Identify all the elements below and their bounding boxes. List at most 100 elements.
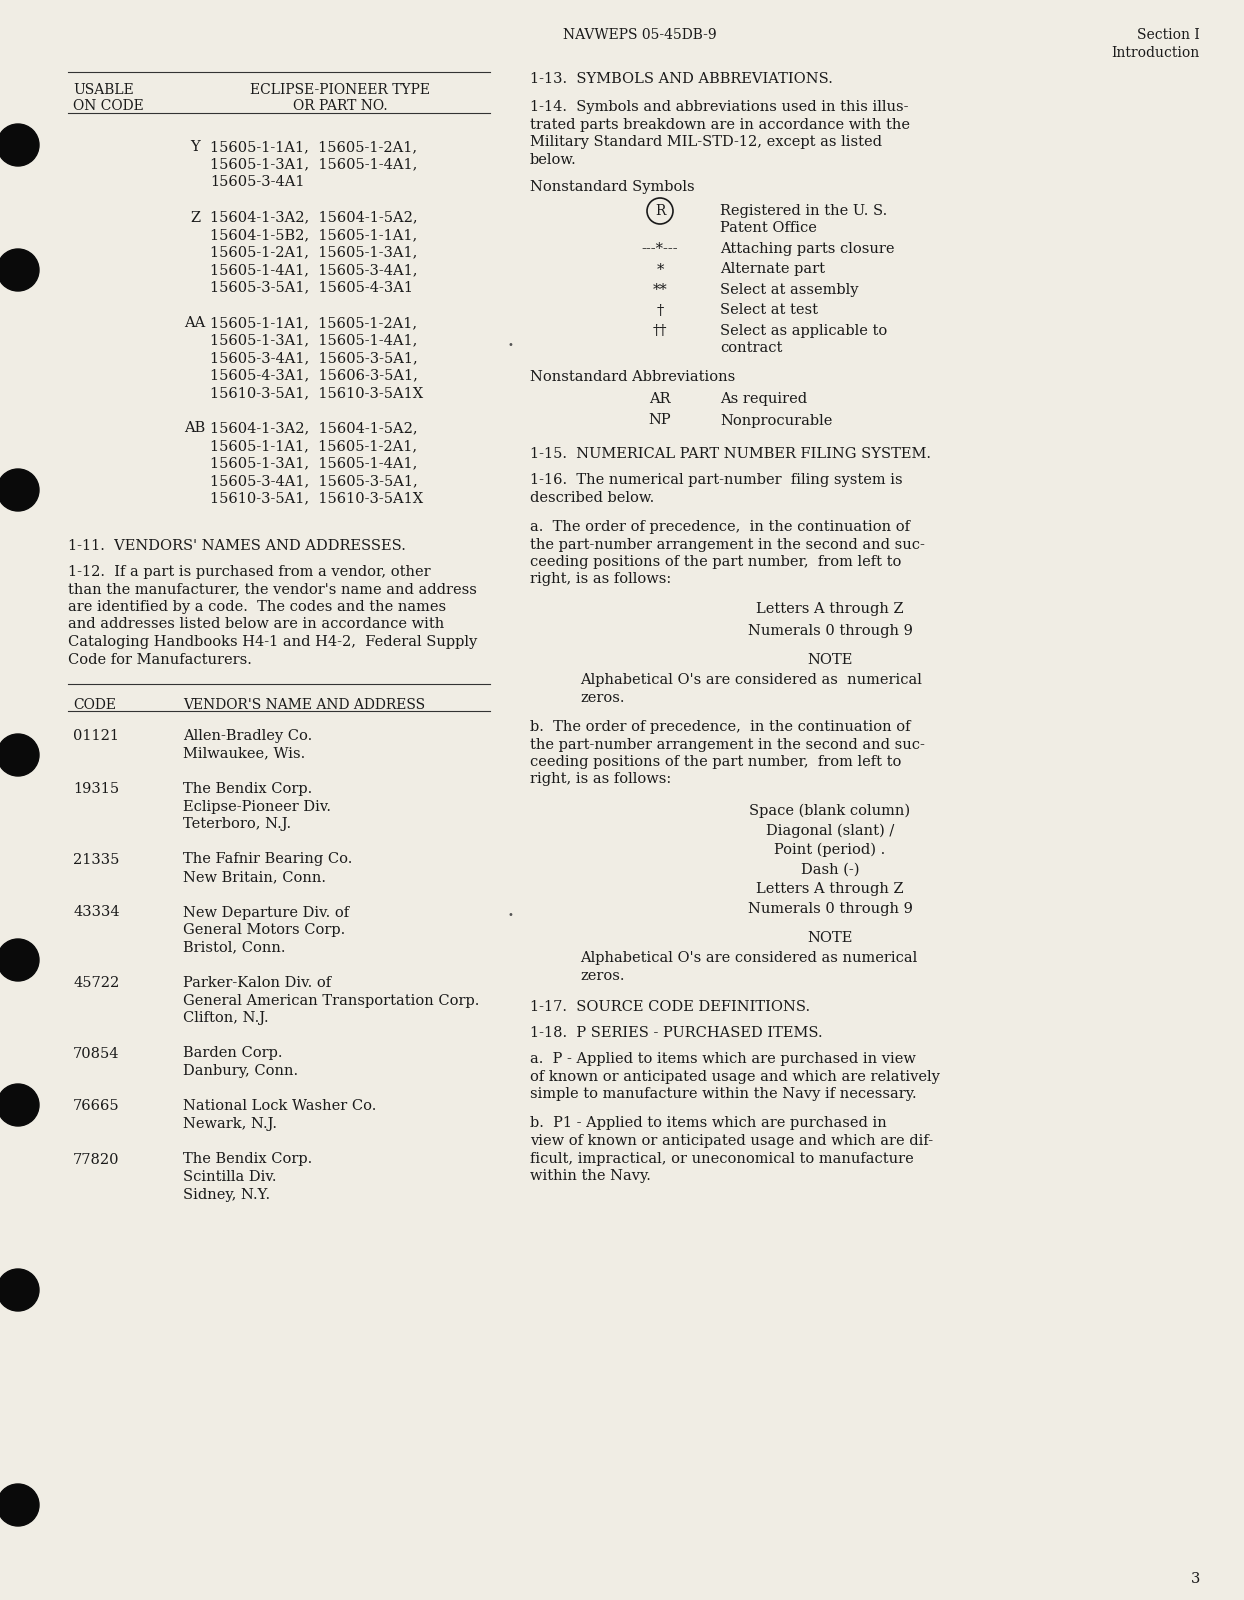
Text: ficult, impractical, or uneconomical to manufacture: ficult, impractical, or uneconomical to …	[530, 1152, 914, 1165]
Text: Dash (-): Dash (-)	[801, 862, 860, 877]
Text: b.  The order of precedence,  in the continuation of: b. The order of precedence, in the conti…	[530, 720, 911, 734]
Text: USABLE: USABLE	[73, 83, 134, 98]
Text: Letters A through Z: Letters A through Z	[756, 882, 904, 896]
Text: Parker-Kalon Div. of: Parker-Kalon Div. of	[183, 976, 331, 990]
Text: Point (period) .: Point (period) .	[774, 843, 886, 858]
Text: Diagonal (slant) /: Diagonal (slant) /	[766, 824, 894, 838]
Text: Nonstandard Symbols: Nonstandard Symbols	[530, 179, 694, 194]
Text: Nonprocurable: Nonprocurable	[720, 413, 832, 427]
Text: Allen-Bradley Co.: Allen-Bradley Co.	[183, 730, 312, 742]
Text: NAVWEPS 05-45DB-9: NAVWEPS 05-45DB-9	[564, 27, 717, 42]
Text: Milwaukee, Wis.: Milwaukee, Wis.	[183, 747, 305, 760]
Text: 1-15.  NUMERICAL PART NUMBER FILING SYSTEM.: 1-15. NUMERICAL PART NUMBER FILING SYSTE…	[530, 446, 931, 461]
Text: Registered in the U. S.: Registered in the U. S.	[720, 203, 887, 218]
Text: 15610-3-5A1,  15610-3-5A1X: 15610-3-5A1, 15610-3-5A1X	[210, 386, 423, 400]
Text: right, is as follows:: right, is as follows:	[530, 773, 672, 787]
Text: 43334: 43334	[73, 906, 119, 920]
Text: Barden Corp.: Barden Corp.	[183, 1046, 282, 1061]
Text: ceeding positions of the part number,  from left to: ceeding positions of the part number, fr…	[530, 555, 902, 570]
Text: Select at assembly: Select at assembly	[720, 283, 858, 298]
Text: Teterboro, N.J.: Teterboro, N.J.	[183, 818, 291, 830]
Text: and addresses listed below are in accordance with: and addresses listed below are in accord…	[68, 618, 444, 632]
Text: 1-14.  Symbols and abbreviations used in this illus-: 1-14. Symbols and abbreviations used in …	[530, 99, 908, 114]
Text: ---*---: ---*---	[642, 242, 678, 256]
Text: NOTE: NOTE	[807, 653, 852, 667]
Text: zeros.: zeros.	[580, 968, 624, 982]
Text: General American Transportation Corp.: General American Transportation Corp.	[183, 994, 479, 1008]
Text: 15604-1-3A2,  15604-1-5A2,: 15604-1-3A2, 15604-1-5A2,	[210, 421, 418, 435]
Text: 15605-3-4A1,  15605-3-5A1,: 15605-3-4A1, 15605-3-5A1,	[210, 350, 418, 365]
Text: Letters A through Z: Letters A through Z	[756, 602, 904, 616]
Text: Danbury, Conn.: Danbury, Conn.	[183, 1064, 299, 1078]
Text: 15605-1-3A1,  15605-1-4A1,: 15605-1-3A1, 15605-1-4A1,	[210, 333, 418, 347]
Circle shape	[0, 469, 39, 510]
Text: 15610-3-5A1,  15610-3-5A1X: 15610-3-5A1, 15610-3-5A1X	[210, 491, 423, 506]
Text: 15605-3-4A1: 15605-3-4A1	[210, 174, 305, 189]
Circle shape	[0, 250, 39, 291]
Text: 45722: 45722	[73, 976, 119, 990]
Text: trated parts breakdown are in accordance with the: trated parts breakdown are in accordance…	[530, 117, 911, 131]
Text: Numerals 0 through 9: Numerals 0 through 9	[748, 901, 912, 915]
Text: 15605-1-1A1,  15605-1-2A1,: 15605-1-1A1, 15605-1-2A1,	[210, 317, 417, 330]
Text: Select as applicable to: Select as applicable to	[720, 323, 887, 338]
Text: The Bendix Corp.: The Bendix Corp.	[183, 782, 312, 795]
Text: The Fafnir Bearing Co.: The Fafnir Bearing Co.	[183, 853, 352, 867]
Text: 1-16.  The numerical part-number  filing system is: 1-16. The numerical part-number filing s…	[530, 474, 903, 486]
Text: zeros.: zeros.	[580, 691, 624, 704]
Text: 70854: 70854	[73, 1046, 119, 1061]
Text: Alphabetical O's are considered as numerical: Alphabetical O's are considered as numer…	[580, 950, 917, 965]
Text: 15605-1-2A1,  15605-1-3A1,: 15605-1-2A1, 15605-1-3A1,	[210, 245, 418, 259]
Text: †: †	[657, 304, 663, 317]
Text: 1-12.  If a part is purchased from a vendor, other: 1-12. If a part is purchased from a vend…	[68, 565, 430, 579]
Text: b.  P1 - Applied to items which are purchased in: b. P1 - Applied to items which are purch…	[530, 1117, 887, 1131]
Text: R: R	[654, 203, 666, 218]
Text: Section I: Section I	[1137, 27, 1200, 42]
Text: Newark, N.J.: Newark, N.J.	[183, 1117, 277, 1131]
Text: 15605-4-3A1,  15606-3-5A1,: 15605-4-3A1, 15606-3-5A1,	[210, 368, 418, 382]
Text: of known or anticipated usage and which are relatively: of known or anticipated usage and which …	[530, 1069, 940, 1083]
Text: 19315: 19315	[73, 782, 119, 795]
Text: 77820: 77820	[73, 1152, 119, 1166]
Text: *: *	[657, 262, 664, 277]
Text: New Departure Div. of: New Departure Div. of	[183, 906, 350, 920]
Text: Introduction: Introduction	[1112, 46, 1200, 59]
Text: General Motors Corp.: General Motors Corp.	[183, 923, 346, 938]
Text: Scintilla Div.: Scintilla Div.	[183, 1170, 276, 1184]
Circle shape	[0, 125, 39, 166]
Text: Code for Manufacturers.: Code for Manufacturers.	[68, 653, 251, 667]
Text: 01121: 01121	[73, 730, 119, 742]
Text: are identified by a code.  The codes and the names: are identified by a code. The codes and …	[68, 600, 447, 614]
Text: Alternate part: Alternate part	[720, 262, 825, 277]
Text: 15605-3-4A1,  15605-3-5A1,: 15605-3-4A1, 15605-3-5A1,	[210, 474, 418, 488]
Text: As required: As required	[720, 392, 807, 406]
Text: described below.: described below.	[530, 491, 654, 504]
Text: ECLIPSE-PIONEER TYPE: ECLIPSE-PIONEER TYPE	[250, 83, 430, 98]
Text: OR PART NO.: OR PART NO.	[292, 99, 387, 114]
Text: 15605-1-3A1,  15605-1-4A1,: 15605-1-3A1, 15605-1-4A1,	[210, 456, 418, 470]
Text: New Britain, Conn.: New Britain, Conn.	[183, 870, 326, 883]
Text: 15605-1-1A1,  15605-1-2A1,: 15605-1-1A1, 15605-1-2A1,	[210, 141, 417, 154]
Text: 76665: 76665	[73, 1099, 119, 1114]
Text: 1-13.  SYMBOLS AND ABBREVIATIONS.: 1-13. SYMBOLS AND ABBREVIATIONS.	[530, 72, 833, 86]
Circle shape	[0, 939, 39, 981]
Text: Alphabetical O's are considered as  numerical: Alphabetical O's are considered as numer…	[580, 674, 922, 686]
Text: •: •	[508, 910, 513, 920]
Text: Space (blank column): Space (blank column)	[749, 803, 911, 818]
Text: 15605-1-1A1,  15605-1-2A1,: 15605-1-1A1, 15605-1-2A1,	[210, 438, 417, 453]
Text: right, is as follows:: right, is as follows:	[530, 573, 672, 587]
Text: ††: ††	[653, 323, 667, 338]
Text: Cataloging Handbooks H4-1 and H4-2,  Federal Supply: Cataloging Handbooks H4-1 and H4-2, Fede…	[68, 635, 478, 650]
Text: 15605-1-3A1,  15605-1-4A1,: 15605-1-3A1, 15605-1-4A1,	[210, 157, 418, 171]
Text: a.  The order of precedence,  in the continuation of: a. The order of precedence, in the conti…	[530, 520, 911, 534]
Text: **: **	[653, 283, 667, 298]
Circle shape	[0, 1085, 39, 1126]
Text: 15605-1-4A1,  15605-3-4A1,: 15605-1-4A1, 15605-3-4A1,	[210, 262, 418, 277]
Circle shape	[0, 1485, 39, 1526]
Text: Numerals 0 through 9: Numerals 0 through 9	[748, 624, 912, 637]
Text: the part-number arrangement in the second and suc-: the part-number arrangement in the secon…	[530, 738, 924, 752]
Text: Clifton, N.J.: Clifton, N.J.	[183, 1011, 269, 1026]
Text: contract: contract	[720, 341, 782, 355]
Text: Attaching parts closure: Attaching parts closure	[720, 242, 894, 256]
Text: simple to manufacture within the Navy if necessary.: simple to manufacture within the Navy if…	[530, 1086, 917, 1101]
Text: than the manufacturer, the vendor's name and address: than the manufacturer, the vendor's name…	[68, 582, 476, 597]
